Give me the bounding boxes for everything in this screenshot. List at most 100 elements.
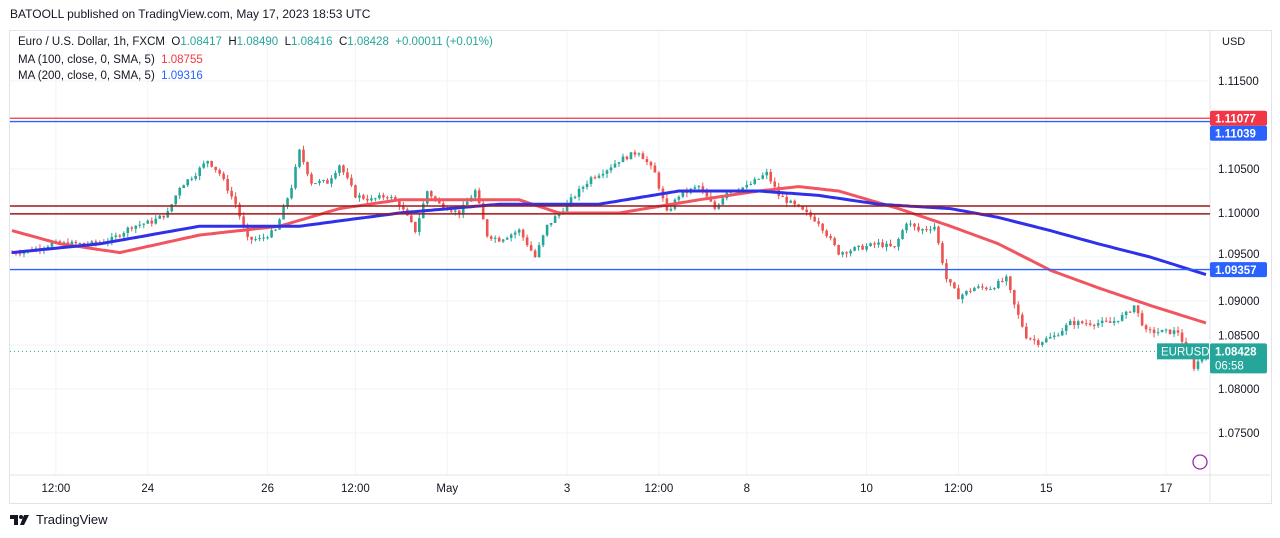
candle-down	[457, 210, 461, 215]
candle-down	[937, 226, 940, 244]
candle-up	[266, 237, 269, 239]
ma200-label: MA (200, close, 0, SMA, 5)	[18, 70, 155, 82]
candle-up	[70, 241, 74, 247]
candle-down	[346, 172, 349, 178]
candle-down	[1180, 332, 1184, 342]
candle-up	[1132, 305, 1136, 313]
candle-down	[1140, 313, 1144, 326]
candle-up	[1160, 329, 1164, 333]
x-tick-label: 12:00	[341, 483, 370, 495]
candle-down	[1152, 329, 1156, 334]
ma200-legend[interactable]: MA (200, close, 0, SMA, 5) 1.09316	[18, 70, 203, 82]
candle-down	[402, 206, 405, 210]
candle-up	[749, 183, 753, 185]
candle-up	[517, 229, 521, 233]
candle-up	[909, 223, 912, 225]
candle-up	[1005, 276, 1008, 282]
x-tick-label: 12:00	[645, 483, 674, 495]
tradingview-logo[interactable]: TradingView	[10, 512, 108, 527]
candle-down	[969, 290, 972, 292]
candle-up	[741, 187, 745, 191]
candle-up	[314, 183, 317, 185]
candle-up	[1096, 323, 1100, 326]
candle-up	[330, 178, 333, 184]
last-price-label: 1.08428	[1215, 346, 1257, 358]
candle-down	[1148, 329, 1152, 331]
candle-down	[10, 252, 14, 254]
candle-down	[94, 241, 98, 243]
event-marker-icon	[1192, 454, 1208, 470]
tradingview-brand: TradingView	[36, 512, 108, 527]
candle-up	[190, 178, 193, 180]
x-tick-label: 17	[1160, 483, 1173, 495]
candle-down	[210, 160, 213, 167]
candle-up	[961, 294, 964, 300]
candle-up	[989, 289, 992, 291]
symbol-title[interactable]: Euro / U.S. Dollar, 1h, FXCM	[18, 36, 165, 48]
candle-up	[1040, 342, 1044, 345]
candle-up	[418, 218, 421, 232]
candle-down	[825, 230, 828, 237]
candle-up	[721, 198, 725, 205]
candle-up	[1196, 361, 1200, 369]
candle-up	[997, 280, 1000, 289]
x-tick-label: 12:00	[944, 483, 973, 495]
ma100-line	[11, 185, 1207, 325]
candle-up	[897, 238, 900, 247]
candle-up	[761, 175, 765, 179]
candle-down	[805, 209, 808, 213]
candle-up	[605, 170, 609, 174]
candle-up	[537, 245, 541, 258]
x-tick-label: 10	[860, 483, 873, 495]
candle-up	[158, 215, 162, 219]
candle-down	[82, 242, 86, 245]
high-value: 1.08490	[236, 36, 279, 48]
price-level-label: 1.11077	[1215, 114, 1256, 126]
candle-up	[869, 243, 872, 247]
high-label: H	[228, 36, 237, 48]
candle-up	[569, 197, 573, 204]
candle-down	[218, 170, 221, 174]
ma100-legend[interactable]: MA (100, close, 0, SMA, 5) 1.08755	[18, 54, 203, 66]
candle-up	[765, 171, 769, 176]
candle-down	[362, 195, 365, 199]
candle-down	[981, 286, 984, 288]
candle-down	[1021, 314, 1024, 327]
y-tick-label: 1.08000	[1218, 384, 1260, 396]
candle-up	[1120, 314, 1124, 321]
candle-down	[945, 263, 948, 280]
candle-up	[677, 196, 681, 200]
candle-up	[681, 191, 685, 197]
candle-up	[46, 246, 50, 249]
candle-down	[398, 200, 401, 207]
candle-down	[801, 206, 804, 210]
candle-down	[437, 199, 441, 204]
candle-down	[713, 201, 717, 209]
price-level-badge	[1210, 262, 1267, 278]
candle-up	[585, 183, 589, 188]
candle-up	[142, 223, 146, 225]
candle-up	[905, 223, 908, 231]
candle-down	[310, 174, 313, 184]
candle-down	[953, 282, 956, 289]
candle-up	[138, 224, 142, 226]
candle-up	[1044, 338, 1048, 343]
candle-down	[238, 204, 241, 217]
candle-down	[645, 159, 649, 163]
candle-up	[977, 286, 980, 288]
candle-up	[613, 163, 617, 168]
candle-down	[925, 229, 928, 231]
candle-up	[669, 208, 673, 211]
candle-up	[581, 187, 585, 189]
candle-up	[286, 198, 289, 207]
candle-up	[993, 288, 996, 290]
candle-down	[649, 162, 653, 166]
candle-up	[465, 201, 469, 205]
candle-down	[769, 171, 773, 182]
candle-up	[198, 167, 201, 176]
candle-down	[481, 203, 485, 220]
candle-up	[697, 186, 701, 188]
candle-down	[861, 245, 864, 250]
candle-down	[354, 185, 357, 198]
